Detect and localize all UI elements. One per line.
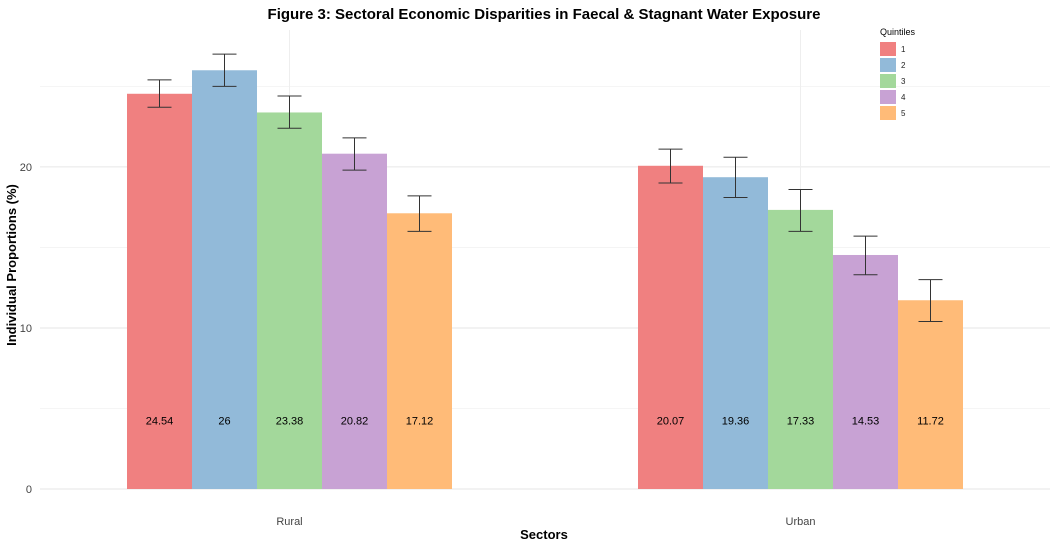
legend-swatch bbox=[880, 106, 896, 120]
x-tick-label: Urban bbox=[786, 516, 816, 528]
error-bars bbox=[147, 53, 943, 323]
error-bar bbox=[407, 195, 432, 232]
data-label: 23.38 bbox=[276, 415, 304, 427]
data-label: 19.36 bbox=[722, 415, 750, 427]
bar bbox=[768, 209, 833, 489]
legend-title: Quintiles bbox=[880, 27, 916, 37]
bar bbox=[257, 112, 322, 489]
legend-label: 2 bbox=[901, 61, 906, 70]
error-bar bbox=[918, 279, 943, 323]
data-label: 14.53 bbox=[852, 415, 880, 427]
legend-label: 4 bbox=[901, 93, 906, 102]
bar bbox=[833, 254, 898, 489]
legend-item: 4 bbox=[880, 90, 906, 104]
data-label: 26 bbox=[218, 415, 230, 427]
legend: Quintiles 1 2 3 4 5 bbox=[880, 27, 916, 120]
y-axis-title: Individual Proportions (%) bbox=[4, 184, 19, 346]
bar bbox=[192, 70, 257, 490]
legend-item: 5 bbox=[880, 106, 906, 120]
bar bbox=[127, 93, 192, 489]
x-tick-labels: Rural Urban bbox=[276, 516, 815, 528]
chart-title: Figure 3: Sectoral Economic Disparities … bbox=[268, 6, 821, 23]
y-tick-label: 0 bbox=[26, 484, 32, 496]
legend-label: 5 bbox=[901, 109, 906, 118]
bars bbox=[127, 70, 963, 490]
legend-item: 3 bbox=[880, 74, 906, 88]
bar bbox=[898, 300, 963, 489]
y-tick-label: 20 bbox=[20, 162, 32, 174]
legend-items: 1 2 3 4 5 bbox=[880, 42, 906, 120]
x-tick-label: Rural bbox=[276, 516, 302, 528]
legend-swatch bbox=[880, 58, 896, 72]
data-label: 24.54 bbox=[146, 415, 174, 427]
error-bar bbox=[277, 95, 302, 129]
legend-swatch bbox=[880, 42, 896, 56]
bar bbox=[387, 213, 452, 489]
data-label: 11.72 bbox=[917, 415, 944, 427]
legend-label: 3 bbox=[901, 77, 906, 86]
error-bar bbox=[342, 137, 367, 171]
legend-swatch bbox=[880, 74, 896, 88]
data-label: 17.12 bbox=[406, 415, 434, 427]
y-tick-label: 10 bbox=[20, 323, 32, 335]
bar bbox=[322, 153, 387, 489]
error-bar bbox=[212, 53, 237, 87]
error-bar bbox=[723, 156, 748, 198]
error-bar bbox=[147, 79, 172, 108]
data-label: 17.33 bbox=[787, 415, 815, 427]
x-axis-title: Sectors bbox=[520, 527, 568, 542]
legend-item: 1 bbox=[880, 42, 906, 56]
error-bar bbox=[658, 148, 683, 184]
error-bar bbox=[788, 188, 813, 232]
legend-swatch bbox=[880, 90, 896, 104]
bar bbox=[703, 177, 768, 490]
bar bbox=[638, 165, 703, 489]
data-label: 20.07 bbox=[657, 415, 685, 427]
legend-item: 2 bbox=[880, 58, 906, 72]
data-label: 20.82 bbox=[341, 415, 369, 427]
error-bar bbox=[853, 235, 878, 276]
legend-label: 1 bbox=[901, 45, 906, 54]
y-tick-labels: 0 10 20 bbox=[20, 162, 32, 496]
data-labels: 24.54 20.07 26 19.36 23.38 17.33 20.82 14.53 17.… bbox=[146, 415, 944, 427]
